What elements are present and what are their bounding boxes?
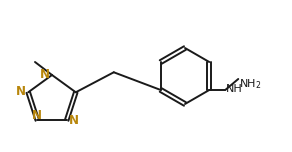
Text: NH: NH <box>226 84 243 94</box>
Text: NH$_2$: NH$_2$ <box>239 77 262 91</box>
Text: N: N <box>69 114 79 127</box>
Text: N: N <box>32 109 42 122</box>
Text: N: N <box>16 85 26 98</box>
Text: N: N <box>40 67 50 81</box>
